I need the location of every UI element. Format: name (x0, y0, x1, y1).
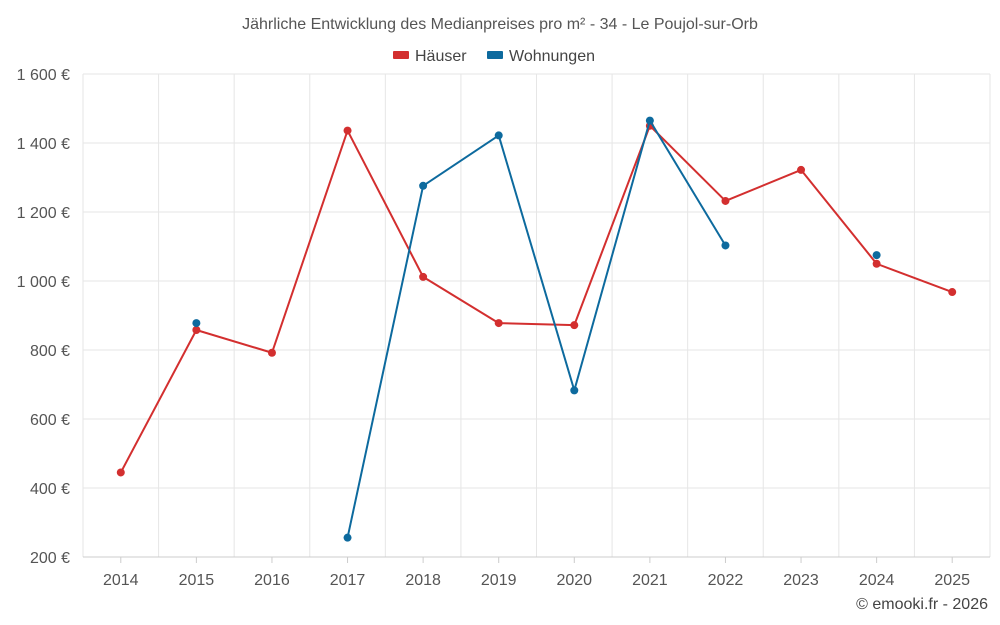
data-point-wohnungen[interactable] (645, 116, 654, 125)
x-tick-label: 2014 (103, 572, 139, 589)
data-point-haeuser[interactable] (116, 468, 125, 477)
data-point-wohnungen[interactable] (570, 386, 579, 395)
data-point-haeuser[interactable] (797, 165, 806, 174)
axes: 200 € 400 € 600 € 800 € 1 000 € 1 200 € 1 400 … (17, 67, 990, 589)
y-tick-label: 400 € (30, 481, 70, 498)
data-point-wohnungen[interactable] (494, 131, 503, 140)
data-point-haeuser[interactable] (721, 196, 730, 205)
y-tick-label: 800 € (30, 343, 70, 360)
x-tick-label: 2025 (934, 572, 970, 589)
y-tick-label: 1 000 € (17, 274, 70, 291)
legend: Häuser Wohnungen (393, 48, 595, 65)
y-tick-label: 1 600 € (17, 67, 70, 84)
x-tick-label: 2021 (632, 572, 668, 589)
data-point-haeuser[interactable] (872, 259, 881, 268)
x-tick-label: 2016 (254, 572, 290, 589)
x-tick-label: 2015 (179, 572, 215, 589)
data-point-haeuser[interactable] (948, 288, 957, 297)
chart-title: Jährliche Entwicklung des Medianpreises … (242, 16, 758, 33)
data-point-wohnungen[interactable] (343, 533, 352, 542)
data-point-wohnungen[interactable] (872, 251, 881, 260)
credit-text: © emooki.fr - 2026 (856, 596, 988, 613)
x-tick-label: 2024 (859, 572, 895, 589)
data-point-haeuser[interactable] (494, 319, 503, 328)
y-tick-label: 1 200 € (17, 205, 70, 222)
legend-swatch-wohnungen (487, 51, 503, 59)
y-tick-label: 200 € (30, 550, 70, 567)
series-line-wohnungen (346, 119, 727, 538)
series (116, 116, 957, 542)
data-point-haeuser[interactable] (267, 348, 276, 357)
data-point-wohnungen[interactable] (721, 241, 730, 250)
gridlines (82, 73, 991, 557)
x-tick-label: 2018 (405, 572, 441, 589)
x-tick-label: 2022 (708, 572, 744, 589)
legend-label-wohnungen: Wohnungen (509, 48, 595, 65)
legend-label-haeuser: Häuser (415, 48, 467, 65)
legend-item-haeuser[interactable]: Häuser (393, 48, 467, 65)
x-tick-label: 2017 (330, 572, 366, 589)
series-line-haeuser (119, 124, 953, 473)
data-point-haeuser[interactable] (570, 321, 579, 330)
data-point-wohnungen[interactable] (192, 319, 201, 328)
y-tick-label: 600 € (30, 412, 70, 429)
x-tick-label: 2020 (556, 572, 592, 589)
data-point-haeuser[interactable] (192, 325, 201, 334)
data-point-haeuser[interactable] (343, 126, 352, 135)
legend-swatch-haeuser (393, 51, 409, 59)
data-point-wohnungen[interactable] (419, 181, 428, 190)
series-wohnungen (192, 116, 881, 542)
x-tick-label: 2019 (481, 572, 517, 589)
data-point-haeuser[interactable] (419, 272, 428, 281)
y-tick-label: 1 400 € (17, 136, 70, 153)
legend-item-wohnungen[interactable]: Wohnungen (487, 48, 595, 65)
x-tick-label: 2023 (783, 572, 819, 589)
